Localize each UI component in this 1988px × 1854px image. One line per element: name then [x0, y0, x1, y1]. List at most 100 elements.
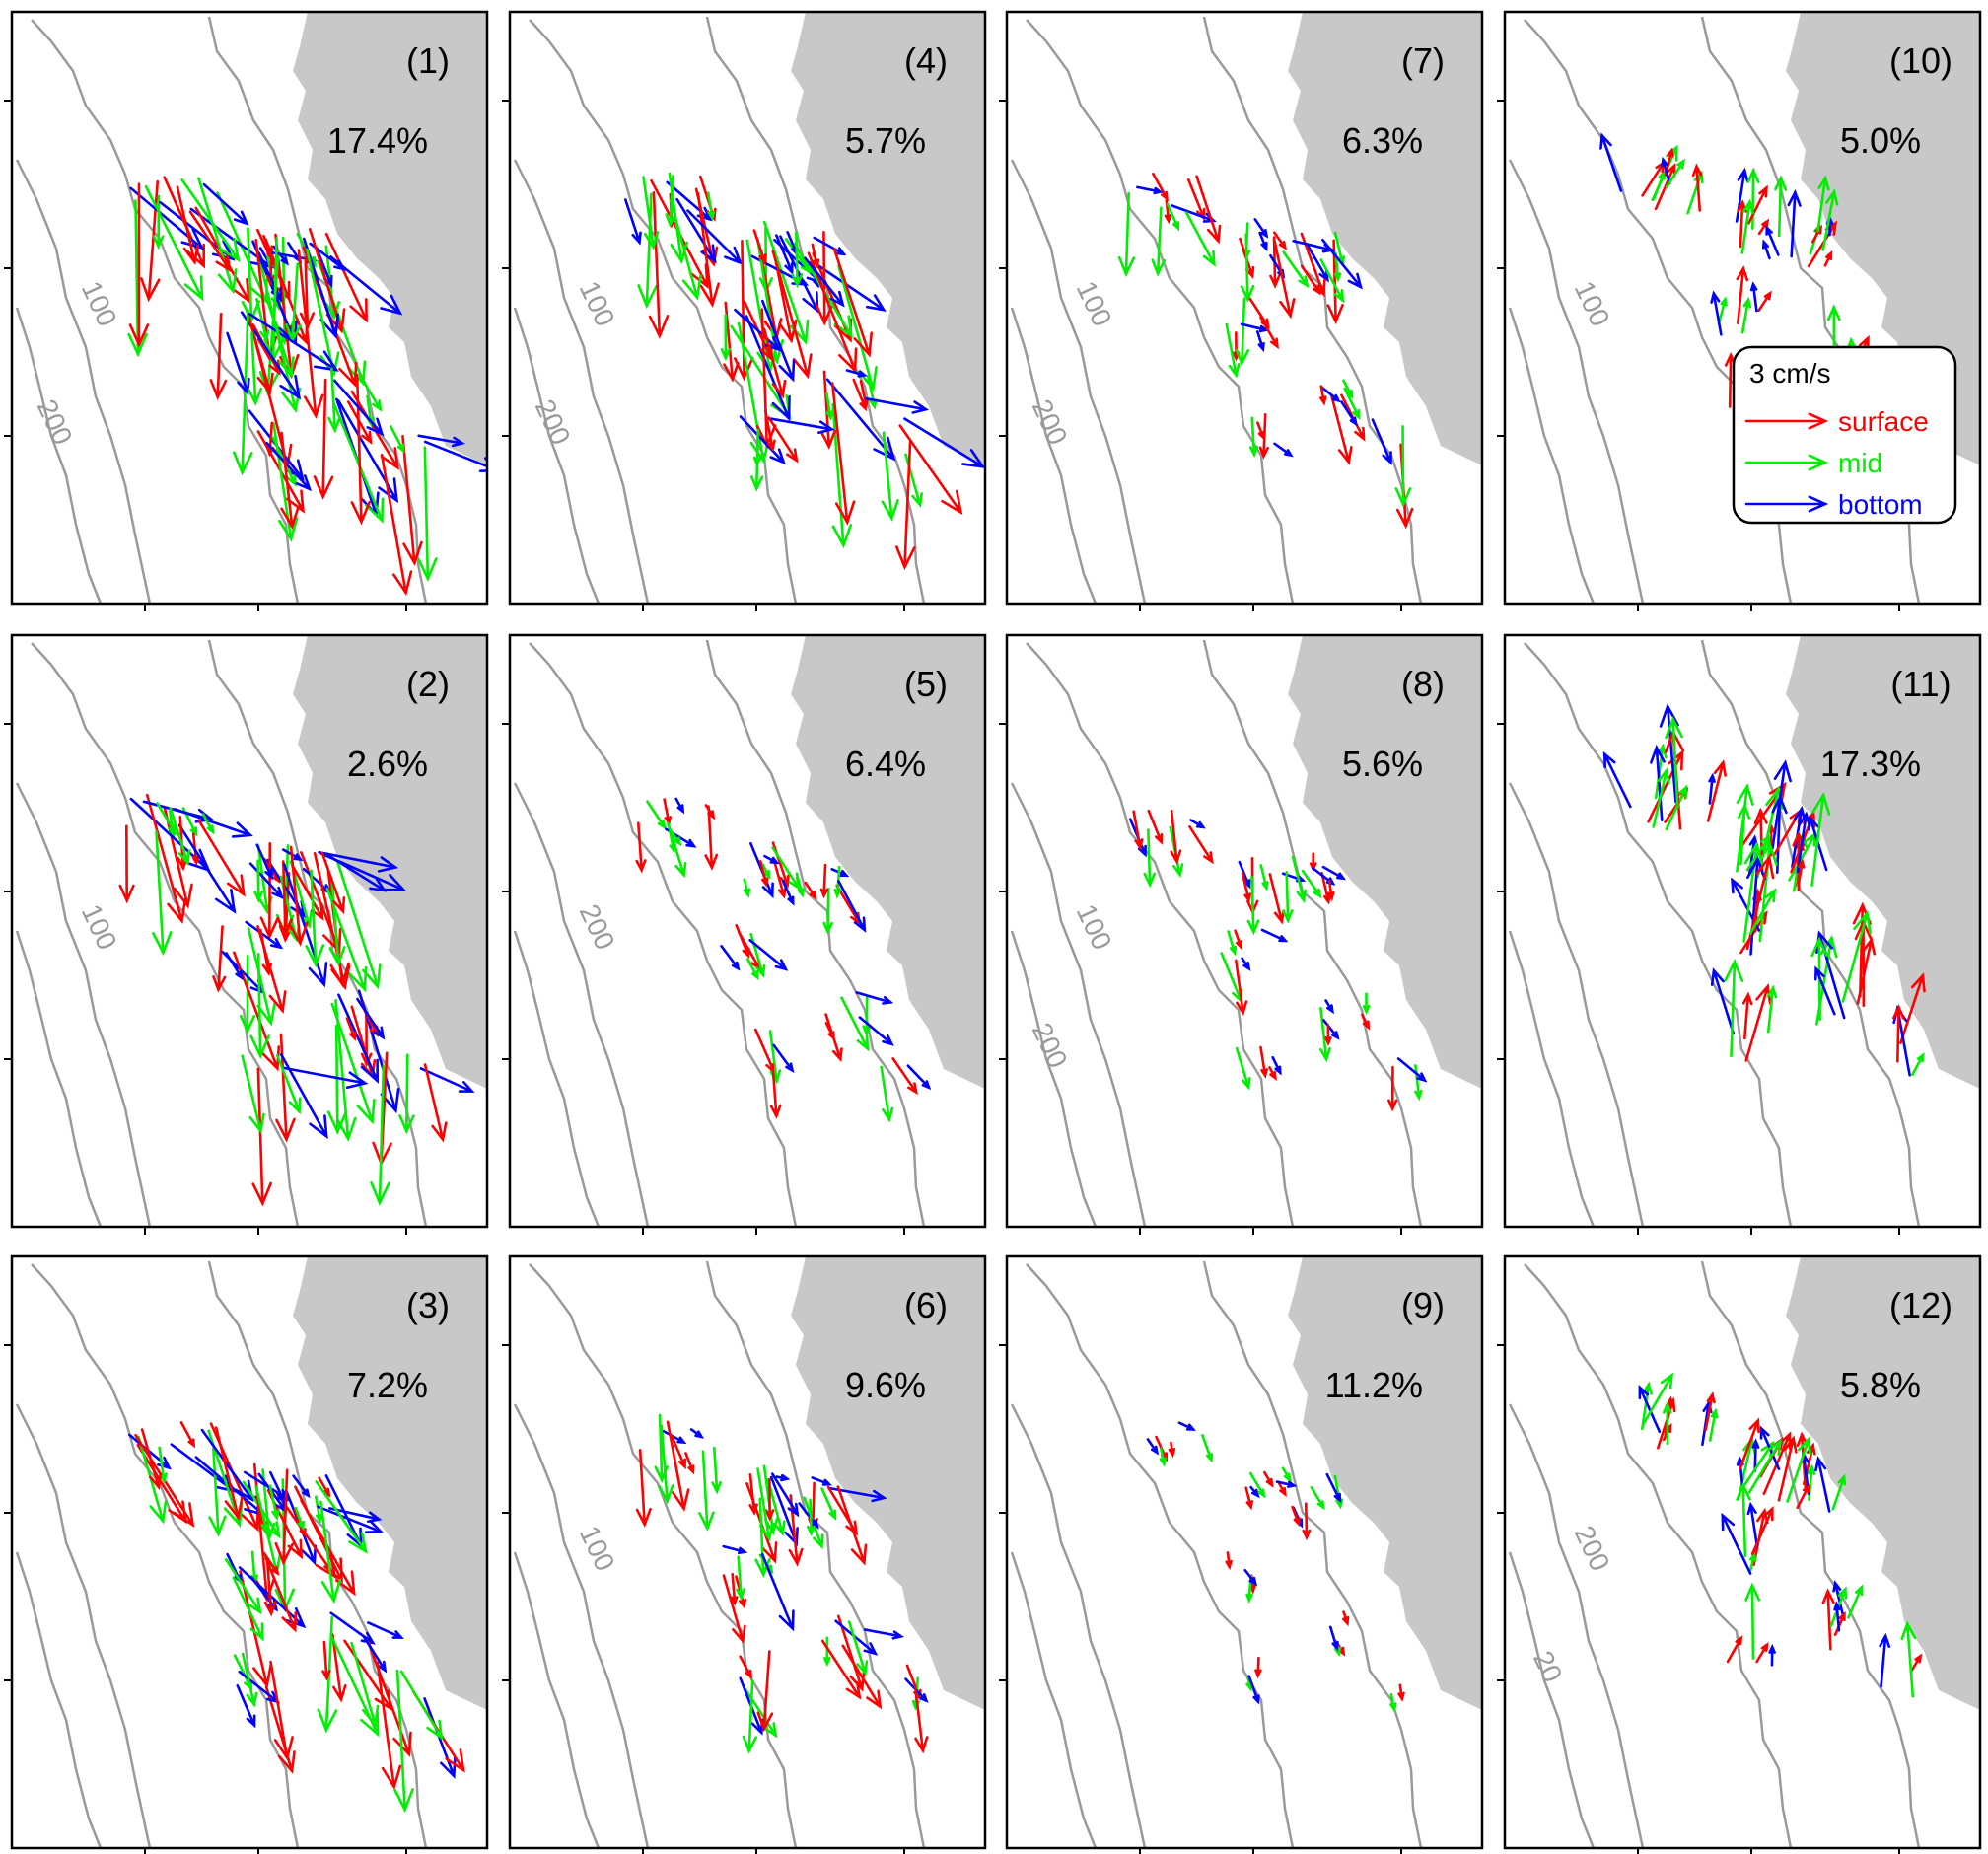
land-mass: [293, 12, 487, 465]
mid-arrow: [1748, 1551, 1757, 1572]
mid-arrow: [208, 1447, 227, 1537]
bottom-arrow: [798, 1502, 819, 1530]
mid-arrow: [1259, 864, 1269, 891]
surface-arrow: [1152, 172, 1169, 202]
panel-frame: [508, 1254, 987, 1850]
surface-arrow: [1170, 809, 1182, 865]
surface-arrow: [212, 925, 227, 993]
mid-arrow: [390, 425, 405, 454]
isobath-line: [1700, 639, 1921, 1227]
panel-11: (11) 17.3%: [1497, 633, 1982, 1235]
surface-arrow: [264, 1556, 298, 1633]
surface-arrow: [345, 1017, 357, 1041]
surface-arrow: [819, 370, 836, 451]
panel-id-label: (8): [1401, 664, 1445, 704]
surface-arrow: [666, 1420, 690, 1512]
mid-arrow: [327, 367, 341, 434]
bottom-arrow: [1136, 185, 1164, 195]
panel-frame: [10, 633, 489, 1229]
bottom-arrow: [1240, 322, 1270, 333]
bottom-arrow: [674, 797, 685, 815]
bottom-arrow: [320, 852, 406, 891]
mid-arrow: [1151, 206, 1167, 277]
surface-arrow: [671, 1435, 686, 1470]
mid-arrow: [720, 314, 732, 362]
bottom-arrow: [689, 1428, 704, 1439]
surface-arrow: [824, 1013, 843, 1063]
bottom-arrow: [329, 255, 403, 316]
mid-arrow: [1724, 958, 1744, 1058]
bottom-arrow: [769, 417, 835, 435]
panel-id-label: (6): [904, 1285, 948, 1325]
mid-arrow: [1911, 1052, 1925, 1077]
bottom-arrow: [623, 198, 642, 246]
bottom-arrow: [318, 850, 399, 873]
panel-id-label: (4): [904, 40, 948, 81]
surface-arrow: [1361, 1013, 1371, 1031]
mid-arrow: [232, 1576, 264, 1642]
land-mass: [1288, 1256, 1482, 1710]
mid-arrow: [646, 800, 667, 830]
mid-arrow: [1652, 767, 1670, 828]
panel-percent-label: 6.4%: [845, 744, 926, 784]
bottom-arrow: [863, 1628, 904, 1640]
mid-arrow: [399, 1670, 444, 1741]
mid-arrow: [1740, 296, 1752, 334]
mid-arrow: [1394, 425, 1412, 508]
isobath-line: [1202, 1260, 1423, 1848]
mid-arrow: [241, 1054, 265, 1134]
panel-frame: [508, 633, 987, 1229]
bottom-arrow: [1243, 1568, 1258, 1587]
bottom-arrow: [356, 997, 386, 1040]
mid-arrow: [328, 883, 346, 967]
mid-arrow: [1717, 296, 1728, 325]
mid-arrow: [249, 953, 271, 1059]
surface-arrow: [895, 440, 916, 571]
mid-arrow: [1738, 803, 1751, 866]
bottom-arrow: [1650, 744, 1666, 822]
bottom-arrow: [858, 1016, 894, 1046]
bottom-arrow: [1241, 957, 1251, 971]
surface-arrow: [313, 851, 351, 991]
bottom-arrow: [1659, 703, 1679, 804]
mid-arrow: [315, 1480, 368, 1554]
panel-frame: [1503, 633, 1982, 1229]
land-mass: [791, 1256, 985, 1710]
isobath-line: [1508, 307, 1596, 604]
mid-arrow: [743, 878, 751, 898]
mid-arrow: [241, 227, 260, 323]
legend-scale-label: 3 cm/s: [1749, 358, 1830, 389]
mid-arrow: [1291, 855, 1308, 903]
bottom-arrow: [804, 256, 845, 308]
isobath-line: [1508, 159, 1645, 604]
panel-frame: [1503, 1254, 1982, 1850]
surface-arrow: [1258, 412, 1269, 460]
surface-arrow: [1755, 1642, 1769, 1664]
surface-arrow: [262, 1551, 280, 1576]
surface-arrow: [1235, 959, 1248, 1017]
mid-arrow: [840, 996, 870, 1052]
mid-arrow: [1310, 1485, 1325, 1511]
mid-arrow: [1841, 909, 1872, 1003]
surface-arrow: [1397, 1683, 1405, 1702]
legend-bottom-label: bottom: [1838, 489, 1923, 520]
surface-arrow: [756, 1650, 774, 1733]
surface-arrow: [1899, 972, 1926, 1045]
surface-arrow: [118, 824, 135, 904]
surface-arrow: [769, 1063, 782, 1119]
isobath-line: [1010, 1551, 1098, 1848]
bottom-arrow: [855, 991, 894, 1005]
surface-arrow: [280, 431, 300, 531]
mid-arrow: [1665, 158, 1685, 189]
surface-arrow: [1291, 1505, 1301, 1528]
surface-arrow: [275, 1033, 296, 1143]
surface-arrow: [815, 231, 834, 326]
bottom-arrow: [1292, 240, 1335, 253]
bottom-arrow: [739, 415, 786, 465]
surface-arrow: [1262, 1470, 1274, 1488]
isobath-line: [1026, 1263, 1295, 1848]
bottom-arrow: [248, 312, 339, 372]
mid-arrow: [706, 191, 716, 222]
bottom-arrow: [1273, 442, 1294, 458]
panel-id-label: (12): [1889, 1285, 1952, 1325]
